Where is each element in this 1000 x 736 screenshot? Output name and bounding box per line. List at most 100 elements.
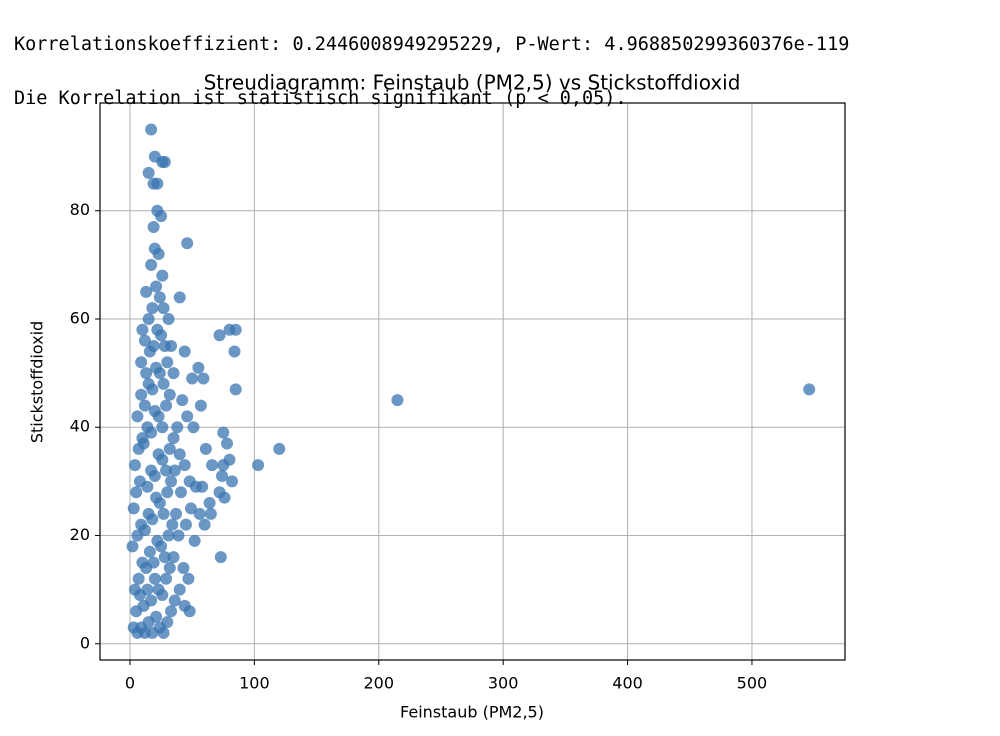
point [197, 372, 210, 385]
point [391, 394, 404, 407]
point [153, 497, 166, 510]
point [155, 210, 168, 223]
x-tick-label: 300 [488, 674, 519, 693]
axes-frame [99, 102, 846, 661]
point [193, 507, 206, 520]
point [141, 583, 154, 596]
point [170, 507, 183, 520]
point [157, 507, 170, 520]
point [131, 410, 144, 423]
point [161, 616, 174, 629]
point [229, 323, 242, 336]
point [214, 551, 227, 564]
point [181, 410, 194, 423]
point [172, 529, 185, 542]
chart-title: Streudiagramm: Feinstaub (PM2,5) vs Stic… [204, 71, 741, 95]
point [126, 540, 139, 553]
point [163, 561, 176, 574]
x-tick-label: 100 [239, 674, 270, 693]
y-axis-label: Stickstoffdioxid [28, 321, 47, 443]
point [192, 361, 205, 374]
point [152, 248, 165, 261]
point [155, 540, 168, 553]
point [160, 399, 173, 412]
point [204, 507, 217, 520]
point [229, 383, 242, 396]
point [187, 421, 200, 434]
point [140, 285, 153, 298]
point [162, 529, 175, 542]
point [173, 583, 186, 596]
point [148, 572, 161, 585]
point [157, 626, 170, 639]
point [199, 442, 212, 455]
point [145, 594, 158, 607]
point [160, 572, 173, 585]
output-text: Korrelationskoeffizient: 0.2446008949295… [14, 4, 849, 139]
point [217, 459, 230, 472]
point [273, 442, 286, 455]
point [179, 518, 192, 531]
point [147, 220, 160, 233]
point [217, 426, 230, 439]
x-tick-label: 500 [737, 674, 768, 693]
point [151, 177, 164, 190]
point [137, 437, 150, 450]
point [163, 388, 176, 401]
point [142, 166, 155, 179]
point [135, 388, 148, 401]
point [163, 442, 176, 455]
point [167, 551, 180, 564]
point [147, 556, 160, 569]
point [183, 605, 196, 618]
x-tick-label: 200 [363, 674, 394, 693]
point [153, 291, 166, 304]
point [146, 383, 159, 396]
point [166, 518, 179, 531]
point [198, 518, 211, 531]
y-tick-label: 60 [70, 308, 90, 327]
point [165, 475, 178, 488]
point [178, 345, 191, 358]
y-tick-label: 80 [70, 200, 90, 219]
point [161, 486, 174, 499]
point [216, 469, 229, 482]
point [132, 572, 145, 585]
point [186, 372, 199, 385]
point [140, 367, 153, 380]
point [142, 312, 155, 325]
point [138, 524, 151, 537]
point [162, 312, 175, 325]
point [182, 572, 195, 585]
point [145, 258, 158, 271]
point [173, 448, 186, 461]
point [156, 589, 169, 602]
point [171, 421, 184, 434]
point [165, 605, 178, 618]
point [143, 545, 156, 558]
y-tick-label: 40 [70, 417, 90, 436]
point [152, 410, 165, 423]
point [138, 334, 151, 347]
point [148, 469, 161, 482]
x-axis-label: Feinstaub (PM2,5) [400, 703, 544, 722]
point [161, 356, 174, 369]
point [178, 459, 191, 472]
point [176, 394, 189, 407]
point [196, 480, 209, 493]
output-line: Die Korrelation ist statistisch signifik… [14, 88, 627, 109]
point [156, 269, 169, 282]
point [213, 329, 226, 342]
point [141, 480, 154, 493]
point [145, 123, 158, 136]
point [184, 502, 197, 515]
point [252, 459, 265, 472]
point [135, 356, 148, 369]
point [177, 561, 190, 574]
point [167, 432, 180, 445]
point [225, 475, 238, 488]
point [228, 345, 241, 358]
point [136, 323, 149, 336]
